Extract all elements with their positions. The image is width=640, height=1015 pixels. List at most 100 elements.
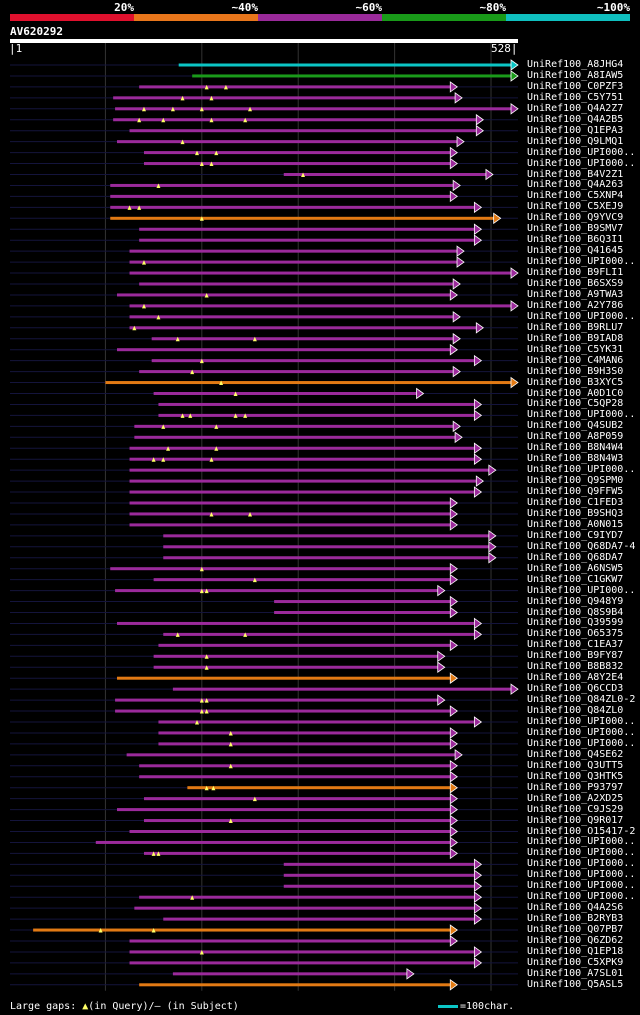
hit-bar[interactable] xyxy=(126,753,457,757)
hit-bar[interactable] xyxy=(158,643,452,647)
hit-label[interactable]: UniRef100_UPI000.. xyxy=(527,716,636,727)
hit-label[interactable]: UniRef100_C5QP28 xyxy=(527,398,624,410)
hit-bar[interactable] xyxy=(129,479,478,483)
hit-label[interactable]: UniRef100_Q84ZL0-2 xyxy=(527,694,636,706)
hit-label[interactable]: UniRef100_A8P059 xyxy=(527,431,624,443)
hit-label[interactable]: UniRef100_Q9FFW5 xyxy=(527,486,624,498)
hit-bar[interactable] xyxy=(139,85,452,89)
hit-bar[interactable] xyxy=(187,786,452,790)
hit-label[interactable]: UniRef100_C1GKW7 xyxy=(527,573,624,585)
hit-label[interactable]: UniRef100_A0N015 xyxy=(527,518,624,530)
hit-label[interactable]: UniRef100_Q9SPM0 xyxy=(527,475,624,487)
hit-bar[interactable] xyxy=(116,140,459,144)
hit-bar[interactable] xyxy=(110,216,495,220)
hit-label[interactable]: UniRef100_UPI000.. xyxy=(527,869,636,881)
hit-label[interactable]: UniRef100_Q9YVC9 xyxy=(527,212,624,224)
hit-label[interactable]: UniRef100_Q39599 xyxy=(527,617,624,629)
hit-bar[interactable] xyxy=(153,578,452,582)
hit-label[interactable]: UniRef100_A9TWA3 xyxy=(527,288,624,300)
hit-label[interactable]: UniRef100_UPI000.. xyxy=(527,737,636,749)
hit-label[interactable]: UniRef100_Q1EP18 xyxy=(527,945,624,957)
hit-bar[interactable] xyxy=(115,589,439,593)
hit-label[interactable]: UniRef100_A8JHG4 xyxy=(527,59,624,70)
hit-label[interactable]: UniRef100_A8Y2E4 xyxy=(527,672,624,684)
hit-label[interactable]: UniRef100_Q84ZL0 xyxy=(527,705,624,717)
hit-label[interactable]: UniRef100_A0D1C0 xyxy=(527,387,624,399)
hit-bar[interactable] xyxy=(139,227,476,231)
hit-label[interactable]: UniRef100_B8N4W3 xyxy=(527,453,624,465)
hit-bar[interactable] xyxy=(113,118,478,122)
hit-label[interactable]: UniRef100_UPI000.. xyxy=(527,836,636,848)
hit-bar[interactable] xyxy=(134,435,457,439)
hit-bar[interactable] xyxy=(143,819,452,823)
hit-label[interactable]: UniRef100_Q68DA7-4 xyxy=(527,540,636,552)
hit-bar[interactable] xyxy=(129,830,452,833)
hit-label[interactable]: UniRef100_UPI000.. xyxy=(527,880,636,892)
hit-bar[interactable] xyxy=(129,939,452,943)
hit-label[interactable]: UniRef100_Q4A2B5 xyxy=(527,113,624,125)
hit-label[interactable]: UniRef100_B8N4W4 xyxy=(527,442,624,454)
hit-bar[interactable] xyxy=(129,129,478,133)
hit-bar[interactable] xyxy=(163,556,490,560)
hit-bar[interactable] xyxy=(116,676,452,680)
hit-bar[interactable] xyxy=(283,173,487,176)
hit-label[interactable]: UniRef100_UPI000.. xyxy=(527,726,636,738)
hit-bar[interactable] xyxy=(115,107,513,111)
hit-label[interactable]: UniRef100_UPI000.. xyxy=(527,146,636,158)
hit-label[interactable]: UniRef100_UPI000.. xyxy=(527,891,636,903)
hit-label[interactable]: UniRef100_A7SL01 xyxy=(527,967,624,979)
hit-label[interactable]: UniRef100_C5XNP4 xyxy=(527,190,624,202)
hit-bar[interactable] xyxy=(172,972,408,976)
hit-bar[interactable] xyxy=(153,665,439,669)
hit-bar[interactable] xyxy=(283,862,476,866)
hit-label[interactable]: UniRef100_A2Y786 xyxy=(527,299,624,311)
hit-bar[interactable] xyxy=(113,96,457,100)
hit-bar[interactable] xyxy=(115,698,439,702)
hit-bar[interactable] xyxy=(151,359,476,363)
hit-label[interactable]: UniRef100_B4V2Z1 xyxy=(527,168,624,180)
hit-bar[interactable] xyxy=(129,501,452,505)
hit-label[interactable]: UniRef100_B2RYB3 xyxy=(527,913,624,925)
hit-bar[interactable] xyxy=(143,797,452,801)
hit-bar[interactable] xyxy=(153,392,418,395)
hit-label[interactable]: UniRef100_UPI000.. xyxy=(527,310,636,322)
hit-bar[interactable] xyxy=(116,293,452,297)
hit-label[interactable]: UniRef100_C9IYD7 xyxy=(527,529,624,541)
hit-bar[interactable] xyxy=(129,249,459,253)
hit-label[interactable]: UniRef100_Q41645 xyxy=(527,245,624,257)
hit-label[interactable]: UniRef100_A2XD25 xyxy=(527,792,624,804)
hit-bar[interactable] xyxy=(105,381,513,385)
hit-bar[interactable] xyxy=(283,884,476,888)
hit-bar[interactable] xyxy=(116,621,476,625)
hit-label[interactable]: UniRef100_B6SXS9 xyxy=(527,278,624,289)
hit-label[interactable]: UniRef100_Q4A263 xyxy=(527,179,624,191)
hit-bar[interactable] xyxy=(163,545,490,549)
hit-label[interactable]: UniRef100_UPI000.. xyxy=(527,409,636,421)
hit-bar[interactable] xyxy=(283,873,476,877)
hit-label[interactable]: UniRef100_B9SMV7 xyxy=(527,223,624,235)
hit-bar[interactable] xyxy=(129,950,476,954)
hit-bar[interactable] xyxy=(158,731,452,735)
hit-bar[interactable] xyxy=(139,775,452,779)
hit-label[interactable]: UniRef100_UPI000.. xyxy=(527,858,636,870)
hit-bar[interactable] xyxy=(139,282,455,286)
hit-label[interactable]: UniRef100_C1EA37 xyxy=(527,639,624,651)
hit-label[interactable]: UniRef100_C5XEJ9 xyxy=(527,201,624,213)
hit-bar[interactable] xyxy=(143,851,452,855)
hit-label[interactable]: UniRef100_B8B832 xyxy=(527,661,624,673)
hit-label[interactable]: UniRef100_Q9LMQ1 xyxy=(527,135,624,147)
hit-bar[interactable] xyxy=(151,337,455,341)
hit-label[interactable]: UniRef100_Q6ZD62 xyxy=(527,935,624,946)
hit-label[interactable]: UniRef100_O15417-2 xyxy=(527,825,636,837)
hit-label[interactable]: UniRef100_B9SHQ3 xyxy=(527,507,624,519)
hit-label[interactable]: UniRef100_Q4SUB2 xyxy=(527,420,624,432)
hit-bar[interactable] xyxy=(274,600,452,604)
hit-label[interactable]: UniRef100_C9JS29 xyxy=(527,803,624,815)
hit-bar[interactable] xyxy=(110,183,455,187)
hit-label[interactable]: UniRef100_A8IAW5 xyxy=(527,69,624,81)
hit-label[interactable]: UniRef100_C0PZF3 xyxy=(527,80,624,92)
hit-label[interactable]: UniRef100_Q4SE62 xyxy=(527,748,624,760)
hit-label[interactable]: UniRef100_B9H3S0 xyxy=(527,365,624,377)
hit-label[interactable]: UniRef100_Q5ASL5 xyxy=(527,978,624,990)
hit-label[interactable]: UniRef100_Q6CCD3 xyxy=(527,683,624,695)
